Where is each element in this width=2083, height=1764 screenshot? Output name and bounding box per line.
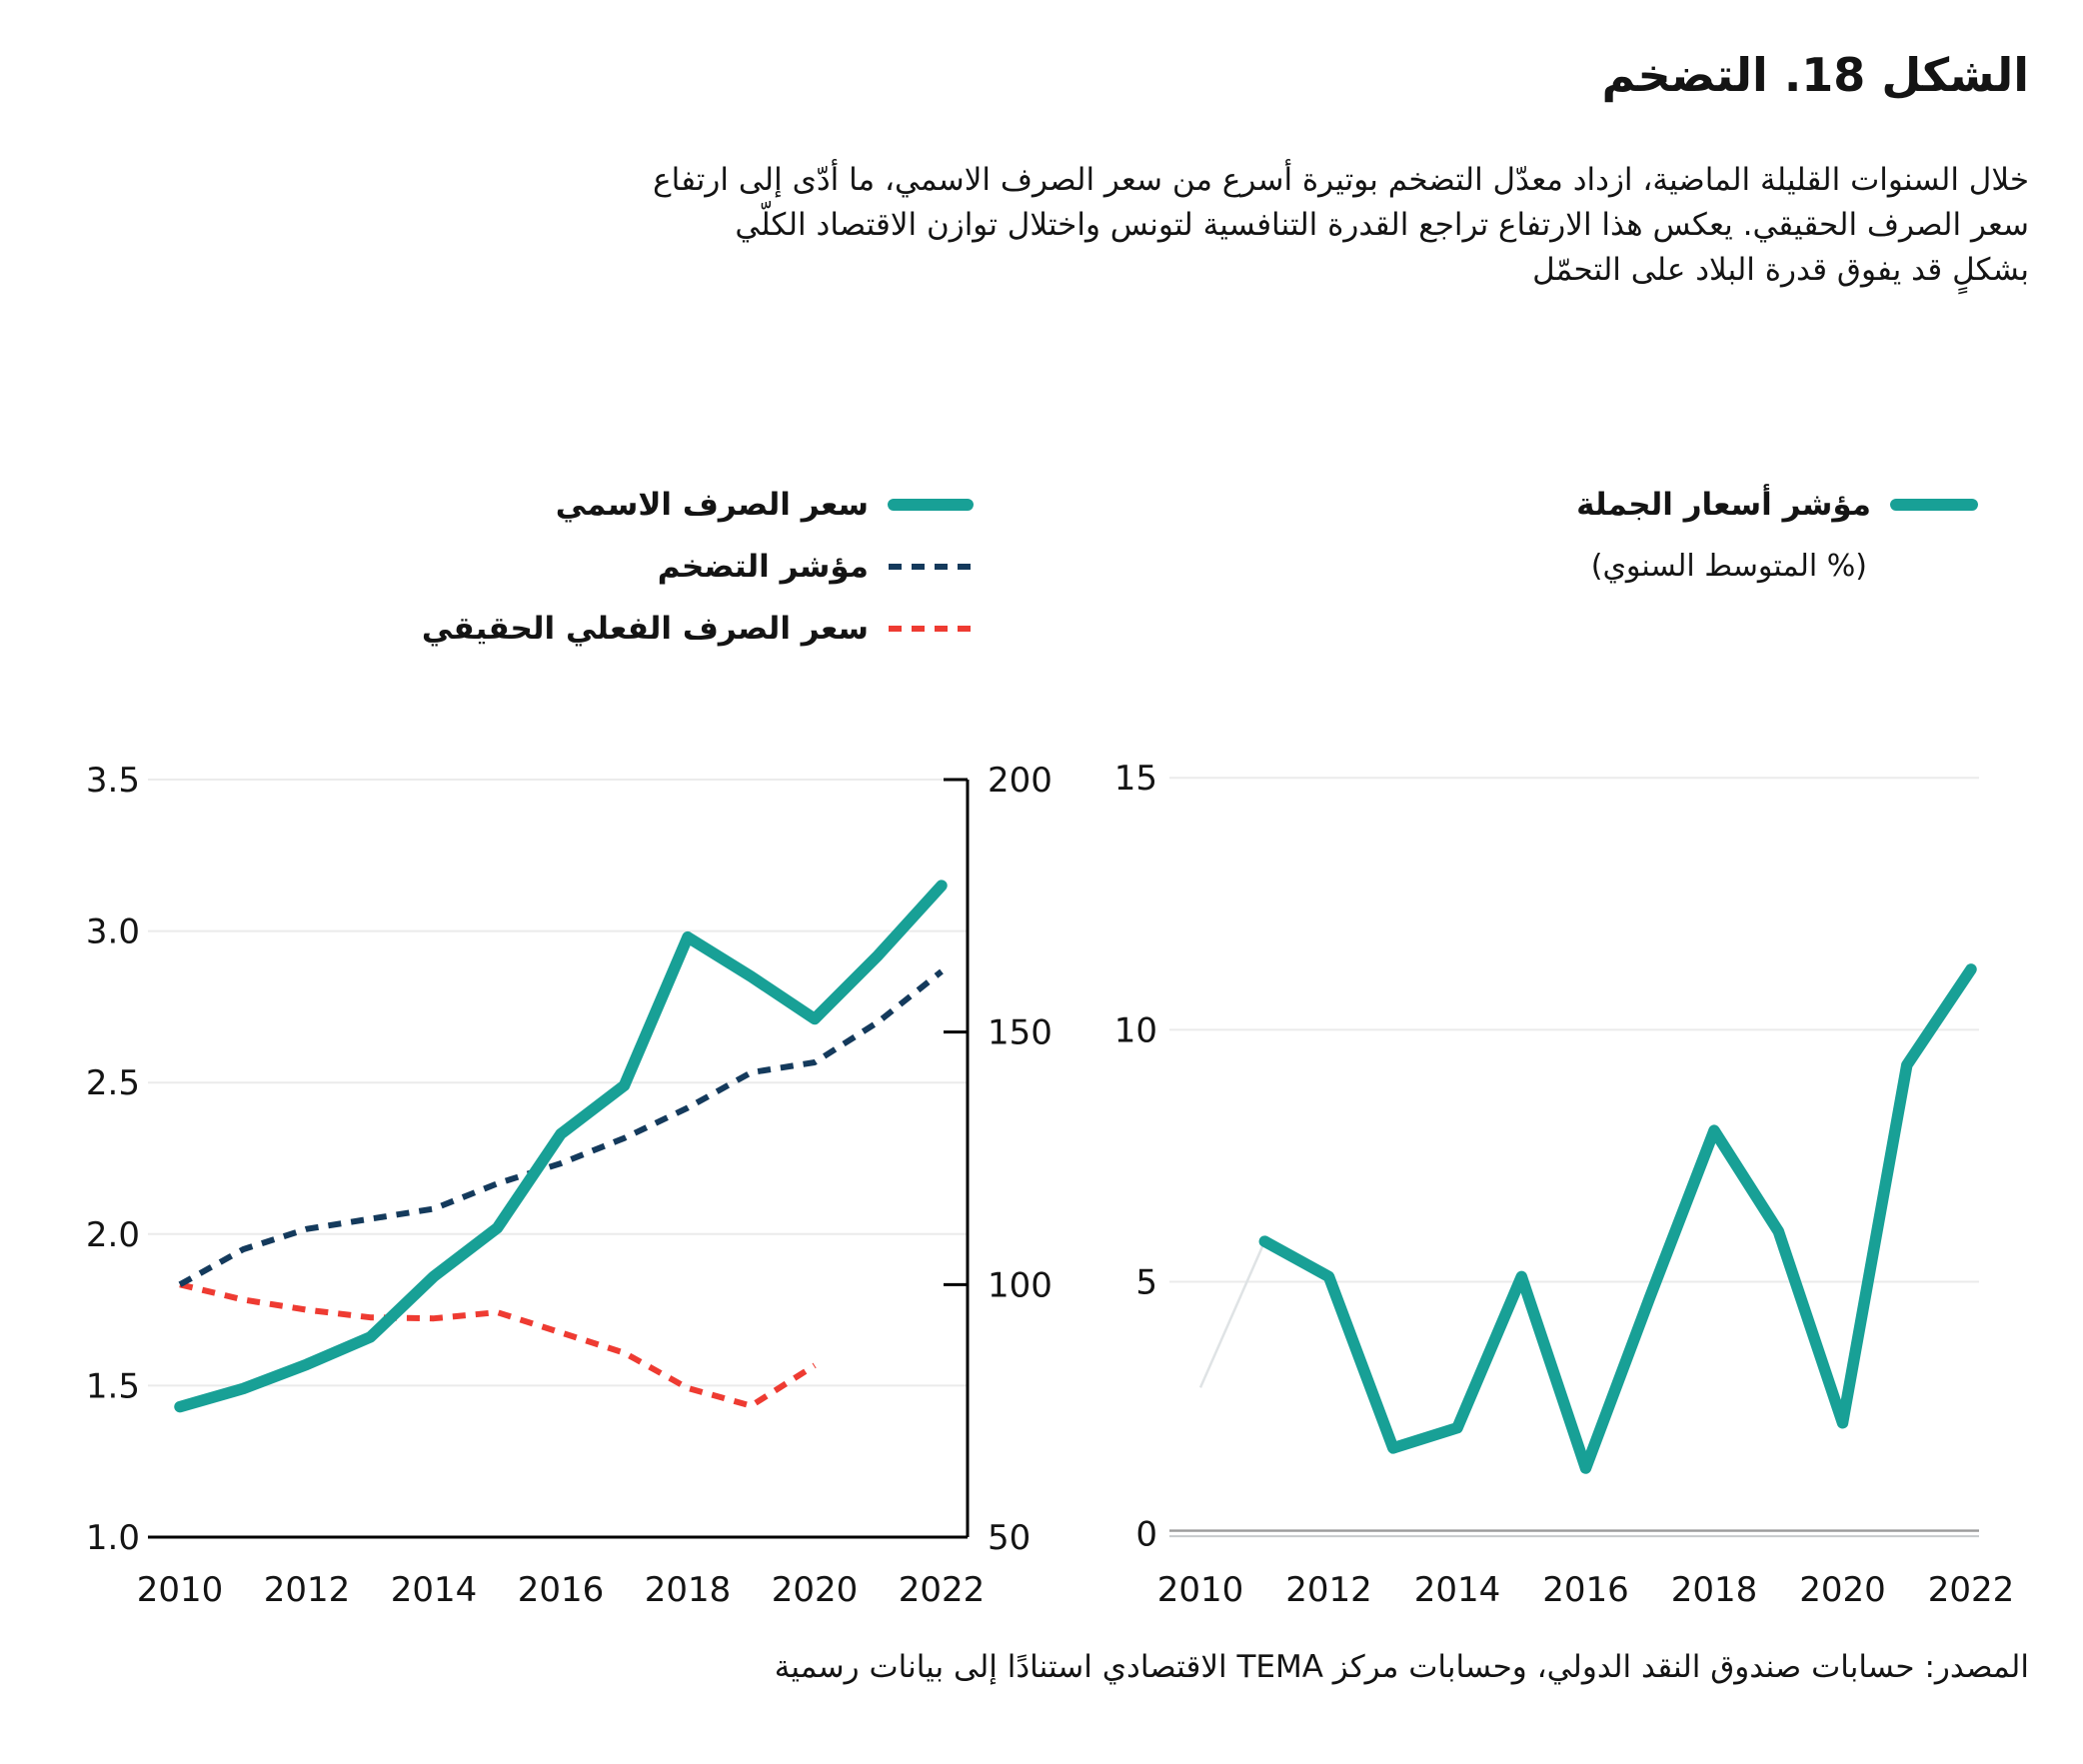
svg-text:2012: 2012 xyxy=(264,1570,351,1610)
svg-text:50: 50 xyxy=(988,1518,1031,1558)
legend-item-inflation-index: مؤشر التضخم xyxy=(422,549,975,585)
svg-text:2016: 2016 xyxy=(518,1570,605,1610)
right-chart-axis-labels: 0 5 10 15 2010 2012 2014 2016 2018 2020 2022 xyxy=(1114,759,2015,1610)
legend-label-real-effective-exchange-rate: سعر الصرف الفعلي الحقيقي xyxy=(421,611,869,647)
figure-description: خلال السنوات القليلة الماضية، ازداد معدّ… xyxy=(55,158,2029,293)
svg-text:200: 200 xyxy=(988,761,1052,801)
svg-text:2.5: 2.5 xyxy=(86,1063,140,1103)
svg-text:1.0: 1.0 xyxy=(86,1518,140,1558)
right-chart-zero-axis xyxy=(1169,1529,1979,1538)
svg-text:100: 100 xyxy=(988,1265,1052,1305)
svg-text:2020: 2020 xyxy=(1799,1570,1886,1610)
svg-text:5: 5 xyxy=(1135,1262,1157,1302)
real-effective-exchange-rate-line-swatch xyxy=(889,626,975,632)
nominal-exchange-rate-line-swatch xyxy=(888,499,974,511)
right-chart-legend: مؤشر أسعار الجملة (% المتوسط السنوي) xyxy=(1576,487,1979,584)
legend-item-wholesale-price-index: مؤشر أسعار الجملة xyxy=(1576,487,1979,523)
svg-text:2010: 2010 xyxy=(137,1570,224,1610)
legend-item-nominal-exchange-rate: سعر الصرف الاسمي xyxy=(422,487,975,523)
legend-label-inflation-index: مؤشر التضخم xyxy=(657,549,869,585)
source-note: المصدر: حسابات صندوق النقد الدولي، وحساب… xyxy=(774,1649,2029,1685)
left-chart-axes xyxy=(148,778,970,1539)
svg-text:2012: 2012 xyxy=(1285,1570,1372,1610)
legend-sublabel-annual-average-percent: (% المتوسط السنوي) xyxy=(1590,549,1867,584)
left-chart-series xyxy=(174,880,948,1413)
legend-item-real-effective-exchange-rate: سعر الصرف الفعلي الحقيقي xyxy=(422,611,975,647)
left-chart-axis-labels: 1.0 1.5 2.0 2.5 3.0 3.5 50 100 150 200 2010 2012 201… xyxy=(86,761,1052,1610)
left-chart-gridlines xyxy=(148,779,968,1387)
svg-text:1.5: 1.5 xyxy=(86,1366,140,1406)
svg-text:2018: 2018 xyxy=(1671,1570,1758,1610)
svg-text:2022: 2022 xyxy=(1928,1570,2015,1610)
right-chart-series xyxy=(1198,963,1977,1474)
left-chart-legend: سعر الصرف الاسمي مؤشر التضخم سعر الصرف ا… xyxy=(422,487,975,673)
svg-text:2014: 2014 xyxy=(1414,1570,1501,1610)
svg-text:15: 15 xyxy=(1114,759,1157,799)
svg-text:2016: 2016 xyxy=(1542,1570,1629,1610)
figure-description-line: بشكلٍ قد يفوق قدرة البلاد على التحمّل xyxy=(1532,252,2029,288)
right-chart-gridlines xyxy=(1169,777,1979,1283)
figure-title: الشكل 18. التضخم xyxy=(1601,48,2029,102)
figure-description-line: سعر الصرف الحقيقي. يعكس هذا الارتفاع ترا… xyxy=(735,207,2029,243)
svg-text:2020: 2020 xyxy=(772,1570,859,1610)
svg-text:2022: 2022 xyxy=(899,1570,986,1610)
svg-text:2.0: 2.0 xyxy=(86,1215,140,1255)
svg-text:2014: 2014 xyxy=(391,1570,478,1610)
svg-text:3.5: 3.5 xyxy=(86,761,140,801)
wholesale-price-index-line-swatch xyxy=(1890,499,1978,511)
svg-text:2018: 2018 xyxy=(645,1570,732,1610)
legend-label-nominal-exchange-rate: سعر الصرف الاسمي xyxy=(555,487,869,523)
svg-text:0: 0 xyxy=(1135,1515,1157,1555)
figure-description-line: خلال السنوات القليلة الماضية، ازداد معدّ… xyxy=(653,162,2029,198)
svg-text:150: 150 xyxy=(988,1013,1052,1053)
legend-label-wholesale-price-index: مؤشر أسعار الجملة xyxy=(1576,487,1871,523)
svg-text:3.0: 3.0 xyxy=(86,912,140,952)
svg-text:2010: 2010 xyxy=(1157,1570,1244,1610)
svg-text:10: 10 xyxy=(1114,1010,1157,1050)
inflation-index-line-swatch xyxy=(889,564,975,570)
